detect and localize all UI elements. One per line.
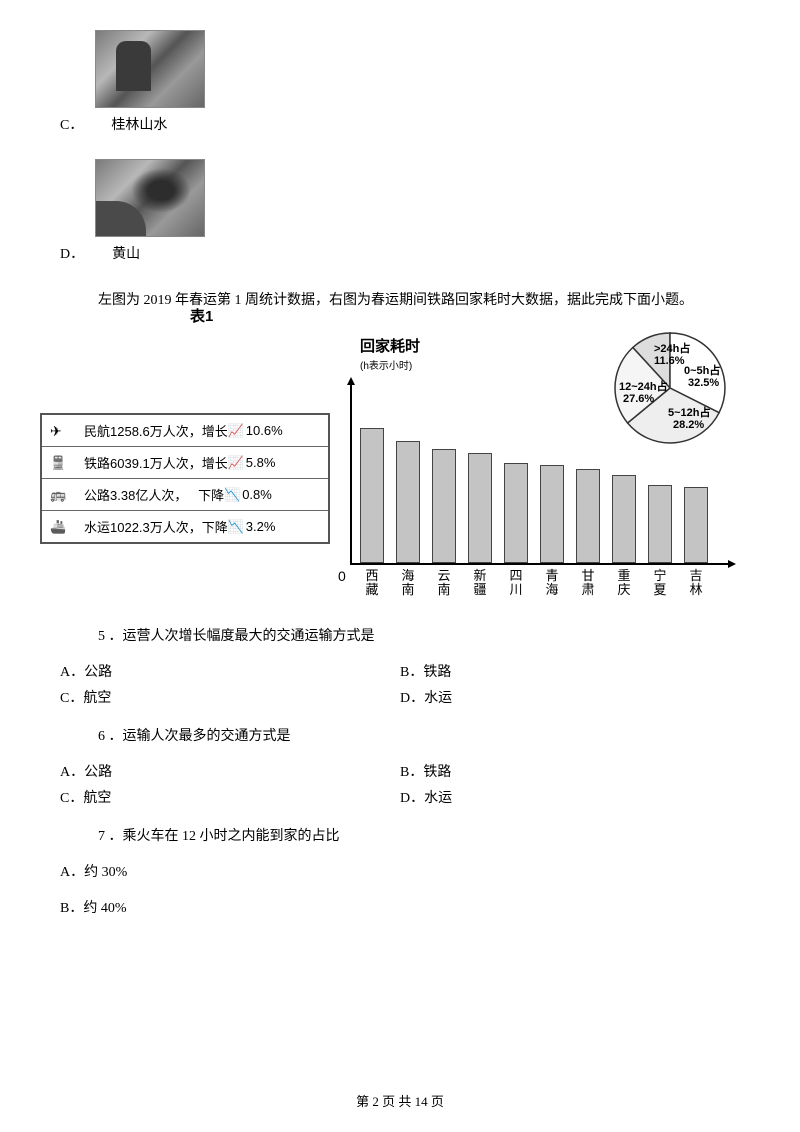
ship-icon xyxy=(50,519,78,535)
pie-label: >24h占 xyxy=(654,341,690,355)
bar xyxy=(504,463,528,563)
option-c-caption: 桂林山水 xyxy=(111,118,167,133)
pct-label: 3.2% xyxy=(246,519,276,534)
bar-label: 新疆 xyxy=(466,569,494,598)
table-row: 铁路6039.1万人次， 增长 📈 5.8% xyxy=(42,447,328,479)
trend-up-icon: 📈 xyxy=(228,423,246,439)
q7-stem: 7 ．乘火车在 12 小时之内能到家的占比 xyxy=(98,825,740,845)
pie-label: 32.5% xyxy=(688,377,719,389)
q6-option-d: D．水运 xyxy=(400,787,740,807)
bar-label: 云南 xyxy=(430,569,458,598)
trend-label: 下降 xyxy=(202,517,228,536)
q7-option-a: A．约 30% xyxy=(60,861,740,881)
pct-label: 0.8% xyxy=(242,487,272,502)
bar-title-text: 回家耗时 xyxy=(360,338,420,355)
image-guilin xyxy=(95,30,205,108)
x-axis xyxy=(350,563,730,565)
trend-label: 下降 xyxy=(198,485,224,504)
q5-option-a: A．公路 xyxy=(60,661,400,681)
value-label: 1258.6万人次， xyxy=(110,421,202,440)
pct-label: 5.8% xyxy=(246,455,276,470)
pie-label: 11.6% xyxy=(654,355,685,367)
mode-label: 公路 xyxy=(84,485,110,504)
image-huangshan xyxy=(95,159,205,237)
q6-option-b: B．铁路 xyxy=(400,761,740,781)
page-footer: 第 2 页 共 14 页 xyxy=(0,1091,800,1110)
bar-chart-title: 回家耗时 (h表示小时) xyxy=(360,338,420,374)
q5-options-row2: C．航空 D．水运 xyxy=(60,687,740,707)
bus-icon xyxy=(50,487,78,503)
pie-label: 0~5h占 xyxy=(684,363,720,377)
table-row: 民航1258.6万人次， 增长 📈 10.6% xyxy=(42,415,328,447)
pie-label: 28.2% xyxy=(673,419,704,431)
y-axis xyxy=(350,383,352,563)
bar xyxy=(468,453,492,563)
trend-label: 增长 xyxy=(202,421,228,440)
option-d-letter: D． xyxy=(60,247,84,262)
value-label: 1022.3万人次， xyxy=(110,517,202,536)
mode-label: 民航 xyxy=(84,421,110,440)
mode-label: 水运 xyxy=(84,517,110,536)
table-row: 公路3.38亿人次， 下降 📉 0.8% xyxy=(42,479,328,511)
train-icon xyxy=(50,455,78,471)
mode-label: 铁路 xyxy=(84,453,110,472)
bar xyxy=(576,469,600,563)
bar-label: 宁夏 xyxy=(646,569,674,598)
bar xyxy=(360,428,384,563)
bar-label: 四川 xyxy=(502,569,530,598)
bar-label: 重庆 xyxy=(610,569,638,598)
q6-option-a: A．公路 xyxy=(60,761,400,781)
bar-label: 甘肃 xyxy=(574,569,602,598)
bar-label: 海南 xyxy=(394,569,422,598)
value-label: 6039.1万人次， xyxy=(110,453,202,472)
bar-subtitle: (h表示小时) xyxy=(360,361,412,372)
origin-label: 0 xyxy=(338,568,346,584)
pie-label: 5~12h占 xyxy=(668,405,711,419)
option-d-caption: 黄山 xyxy=(112,247,140,262)
q5-options-row1: A．公路 B．铁路 xyxy=(60,661,740,681)
bar xyxy=(540,465,564,563)
plane-icon xyxy=(50,423,78,439)
pie-label: 12~24h占 xyxy=(619,379,668,393)
table-row: 水运1022.3万人次， 下降 📉 3.2% xyxy=(42,511,328,542)
bar xyxy=(684,487,708,563)
bar xyxy=(396,441,420,563)
bar xyxy=(648,485,672,563)
bar xyxy=(432,449,456,563)
q5-option-b: B．铁路 xyxy=(400,661,740,681)
bar-label: 吉林 xyxy=(682,569,710,598)
stats-table: 民航1258.6万人次， 增长 📈 10.6% 铁路6039.1万人次， 增长 … xyxy=(40,413,330,544)
trend-down-icon: 📉 xyxy=(224,487,242,503)
pie-label: 27.6% xyxy=(623,393,654,405)
value-label: 3.38亿人次， xyxy=(110,485,187,504)
trend-up-icon: 📈 xyxy=(228,455,246,471)
q5-stem: 5 ．运营人次增长幅度最大的交通运输方式是 xyxy=(98,625,740,645)
q7-option-b: B．约 40% xyxy=(60,897,740,917)
option-c-letter: C． xyxy=(60,118,83,133)
bar-label: 西藏 xyxy=(358,569,386,598)
trend-label: 增长 xyxy=(202,453,228,472)
option-c: C． 桂林山水 xyxy=(60,114,740,134)
q6-options-row1: A．公路 B．铁路 xyxy=(60,761,740,781)
trend-down-icon: 📉 xyxy=(228,519,246,535)
chart-region: 表1 民航1258.6万人次， 增长 📈 10.6% 铁路6039.1万人次， … xyxy=(60,333,740,603)
option-d: D． 黄山 xyxy=(60,243,740,263)
table-title: 表1 xyxy=(190,305,213,326)
q6-options-row2: C．航空 D．水运 xyxy=(60,787,740,807)
bar-label: 青海 xyxy=(538,569,566,598)
pie-chart: >24h占 11.6% 0~5h占 32.5% 5~12h占 28.2% 12~… xyxy=(585,323,755,453)
bar xyxy=(612,475,636,563)
pct-label: 10.6% xyxy=(246,423,283,438)
q5-option-c: C．航空 xyxy=(60,687,400,707)
q5-option-d: D．水运 xyxy=(400,687,740,707)
q6-stem: 6 ．运输人次最多的交通方式是 xyxy=(98,725,740,745)
q6-option-c: C．航空 xyxy=(60,787,400,807)
